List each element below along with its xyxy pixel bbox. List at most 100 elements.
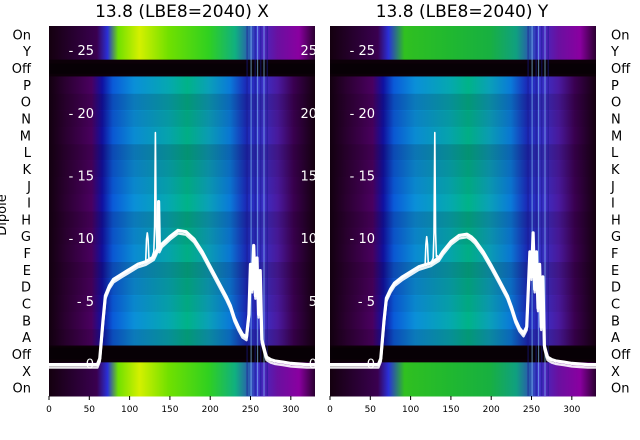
heatmap-streak	[266, 26, 268, 396]
heatmap-band	[330, 278, 596, 296]
heatmap-panel-y: - 0- 5- 10- 15- 20- 250 50 100 150 200 250 300	[327, 26, 596, 415]
heatmap-band	[330, 160, 596, 178]
heatmap-separator	[330, 63, 596, 74]
y-tick-label: - 25	[350, 44, 375, 59]
y-tick-label-right: 10	[300, 232, 317, 247]
row-label-right: O	[611, 96, 621, 111]
row-label-right: D	[611, 281, 621, 296]
row-label-left: C	[22, 298, 31, 313]
y-tick-label: - 5	[358, 295, 375, 310]
x-tick-label: 300	[282, 405, 299, 415]
heatmap-band	[49, 244, 315, 262]
x-tick-label: 250	[242, 405, 259, 415]
series-line-band	[330, 234, 596, 369]
heatmap-band	[49, 42, 315, 61]
row-label-right: I	[611, 197, 615, 212]
heatmap-band	[49, 311, 315, 330]
row-label-right: A	[611, 331, 620, 346]
heatmap-streak	[254, 26, 256, 396]
heatmap-band	[330, 311, 596, 330]
x-tick-label: 200	[483, 405, 500, 415]
row-label-left: D	[21, 281, 31, 296]
heatmap-band	[49, 362, 315, 380]
heatmap-streak	[527, 26, 529, 396]
heatmap-streak	[531, 26, 533, 396]
heatmap-band	[49, 328, 315, 347]
heatmap-band	[330, 194, 596, 212]
x-tick-label: 300	[563, 405, 580, 415]
row-label-right: J	[610, 180, 615, 195]
row-label-left: H	[21, 213, 31, 228]
series-line	[424, 235, 430, 266]
heatmap-streak	[246, 26, 248, 396]
row-label-left: J	[26, 180, 31, 195]
row-label-left: On	[13, 382, 31, 397]
row-label-left: A	[22, 331, 31, 346]
row-label-left: Off	[12, 348, 32, 363]
heatmap-band	[330, 211, 596, 229]
row-label-right: On	[611, 28, 629, 43]
x-tick-label: 100	[402, 405, 419, 415]
y-tick-label-right: 15	[300, 170, 317, 185]
y-tick-label: - 15	[350, 170, 375, 185]
heatmap-separator	[330, 347, 596, 360]
row-label-left: B	[22, 314, 31, 329]
heatmap-band	[49, 177, 315, 195]
heatmap-streak	[256, 26, 259, 396]
heatmap-band	[330, 42, 596, 61]
heatmap-band	[330, 295, 596, 313]
x-tick-label: 50	[365, 405, 377, 415]
y-tick-label: - 10	[350, 232, 375, 247]
row-label-right: M	[611, 129, 622, 144]
row-label-right: L	[611, 146, 619, 161]
row-label-left: K	[22, 163, 31, 178]
heatmap-band	[330, 26, 596, 44]
heatmap-band	[330, 177, 596, 195]
row-label-right: N	[611, 113, 621, 128]
heatmap-band	[49, 160, 315, 178]
heatmap-streak	[547, 26, 549, 396]
row-label-right: G	[611, 230, 621, 245]
row-label-right: K	[611, 163, 620, 178]
series-line	[151, 131, 160, 258]
row-label-right: F	[611, 247, 618, 262]
row-label-left: I	[27, 197, 31, 212]
heatmap-band	[49, 211, 315, 229]
row-label-left: E	[23, 264, 31, 279]
y-tick-label-right: 5	[309, 295, 317, 310]
heatmap-band	[330, 76, 596, 94]
y-tick-label: - 25	[69, 44, 94, 59]
row-label-right: H	[611, 213, 621, 228]
heatmap-band	[330, 379, 596, 397]
y-tick-label: - 20	[69, 107, 94, 122]
x-tick-label: 50	[84, 405, 96, 415]
heatmap-separator	[49, 63, 315, 74]
heatmap-streak	[537, 26, 540, 396]
heatmap-band	[330, 261, 596, 279]
row-label-right: B	[611, 314, 620, 329]
row-label-right: Y	[610, 45, 619, 60]
y-tick-label-right: 20	[300, 107, 317, 122]
row-label-left: G	[21, 230, 31, 245]
y-tick-label: - 5	[77, 295, 94, 310]
row-label-left: O	[21, 96, 31, 111]
heatmap-streak	[544, 26, 546, 396]
heatmap-band	[49, 110, 315, 128]
heatmap-band	[49, 227, 315, 246]
heatmap-band	[49, 194, 315, 212]
heatmap-band	[330, 93, 596, 111]
heatmap-streak	[260, 26, 262, 396]
y-axis-label: Dipole	[0, 194, 10, 235]
row-label-right: C	[611, 298, 620, 313]
y-tick-label-right: 25	[300, 44, 317, 59]
x-tick-label: 0	[46, 405, 52, 415]
heatmap-band	[330, 143, 596, 162]
series-line-band	[49, 203, 315, 369]
row-label-right: Off	[611, 348, 631, 363]
row-label-right: Off	[611, 62, 631, 77]
y-tick-label: - 15	[69, 170, 94, 185]
heatmap-band	[49, 76, 315, 94]
chart-title-x: 13.8 (LBE8=2040) X	[95, 2, 269, 22]
